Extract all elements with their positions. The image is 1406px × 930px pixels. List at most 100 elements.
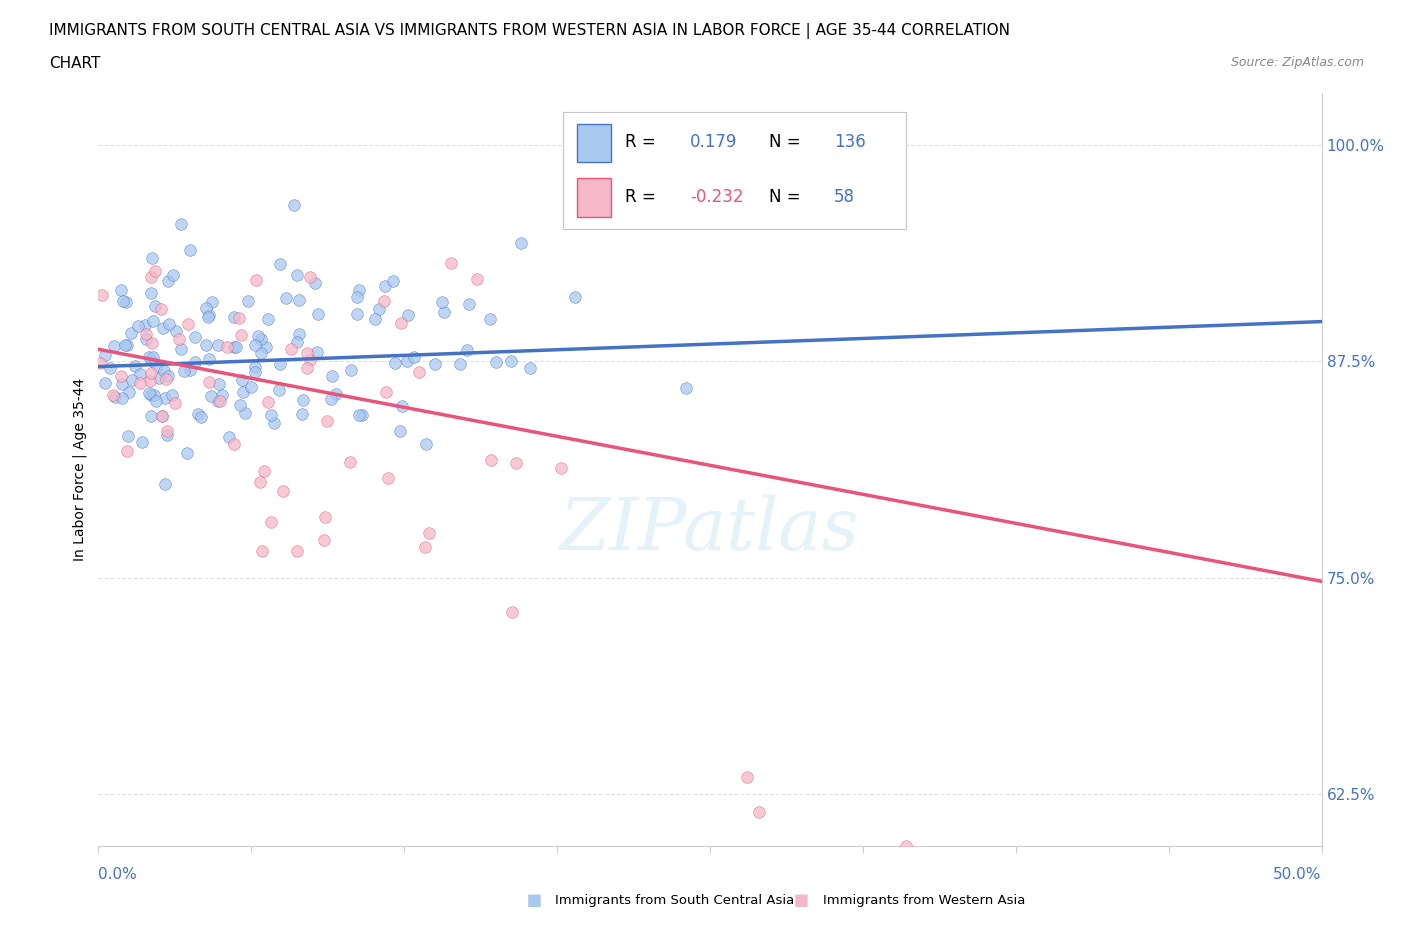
Point bbox=[413, 539, 436, 554]
Point bbox=[120, 326, 142, 340]
Point bbox=[304, 275, 326, 290]
Point bbox=[197, 310, 219, 325]
Point bbox=[389, 316, 412, 331]
Point bbox=[283, 197, 305, 212]
Point bbox=[177, 316, 200, 331]
Point bbox=[184, 354, 207, 369]
Point bbox=[388, 424, 411, 439]
Point bbox=[115, 294, 138, 309]
Point bbox=[215, 340, 238, 355]
Point bbox=[138, 385, 160, 400]
Point bbox=[170, 217, 193, 232]
Y-axis label: In Labor Force | Age 35-44: In Labor Force | Age 35-44 bbox=[73, 379, 87, 561]
Point bbox=[325, 387, 347, 402]
Point bbox=[224, 437, 246, 452]
Point bbox=[299, 352, 322, 367]
Text: CHART: CHART bbox=[49, 56, 101, 71]
Point bbox=[208, 377, 231, 392]
Point bbox=[339, 455, 361, 470]
Point bbox=[142, 350, 165, 365]
Point bbox=[748, 804, 770, 819]
Point bbox=[134, 317, 156, 332]
Text: 0.0%: 0.0% bbox=[98, 867, 138, 882]
Point bbox=[157, 273, 180, 288]
Point bbox=[139, 408, 162, 423]
Point bbox=[165, 395, 187, 410]
Point bbox=[364, 312, 387, 326]
Point bbox=[135, 331, 157, 346]
Point bbox=[484, 354, 506, 369]
Text: Immigrants from South Central Asia: Immigrants from South Central Asia bbox=[555, 894, 794, 907]
Point bbox=[340, 363, 363, 378]
Point bbox=[245, 338, 267, 352]
Point bbox=[207, 338, 229, 352]
Point bbox=[314, 533, 336, 548]
Point bbox=[141, 354, 163, 369]
Point bbox=[280, 341, 302, 356]
Point bbox=[207, 394, 229, 409]
Point bbox=[299, 270, 322, 285]
Point bbox=[285, 268, 308, 283]
Text: Immigrants from Western Asia: Immigrants from Western Asia bbox=[823, 894, 1025, 907]
Point bbox=[195, 300, 218, 315]
Point bbox=[456, 342, 478, 357]
Point bbox=[150, 408, 173, 423]
Point bbox=[233, 405, 256, 420]
Point bbox=[253, 463, 276, 478]
Point bbox=[117, 429, 139, 444]
Text: ▪: ▪ bbox=[793, 888, 810, 912]
Point bbox=[165, 324, 187, 339]
Point bbox=[269, 382, 291, 397]
Point bbox=[246, 328, 269, 343]
Point bbox=[141, 286, 163, 300]
Point bbox=[391, 399, 413, 414]
Point bbox=[260, 515, 283, 530]
Point bbox=[225, 339, 247, 354]
Point bbox=[148, 370, 170, 385]
Point bbox=[117, 444, 139, 458]
Text: ZIPatlas: ZIPatlas bbox=[560, 495, 860, 565]
Point bbox=[287, 334, 309, 349]
Point bbox=[295, 346, 318, 361]
Point bbox=[257, 394, 280, 409]
Point bbox=[141, 270, 163, 285]
Point bbox=[150, 301, 173, 316]
Point bbox=[252, 543, 274, 558]
Point bbox=[396, 308, 419, 323]
Point bbox=[111, 377, 134, 392]
Point bbox=[94, 375, 117, 390]
Point bbox=[143, 299, 166, 313]
Point bbox=[458, 297, 481, 312]
Point bbox=[141, 250, 163, 265]
Point bbox=[374, 279, 396, 294]
Point bbox=[433, 304, 456, 319]
Point bbox=[138, 350, 160, 365]
Point bbox=[346, 306, 368, 321]
Point bbox=[287, 326, 309, 341]
Point bbox=[153, 476, 176, 491]
Point bbox=[211, 388, 233, 403]
Point bbox=[250, 332, 273, 347]
Point bbox=[295, 361, 318, 376]
Point bbox=[139, 374, 162, 389]
Point bbox=[111, 294, 134, 309]
Point bbox=[114, 338, 136, 352]
Point bbox=[195, 338, 218, 352]
Point bbox=[179, 243, 201, 258]
Point bbox=[141, 365, 163, 380]
Point bbox=[131, 434, 153, 449]
Point bbox=[564, 290, 586, 305]
Point bbox=[90, 287, 112, 302]
Point bbox=[347, 283, 370, 298]
Text: Source: ZipAtlas.com: Source: ZipAtlas.com bbox=[1230, 56, 1364, 69]
Point bbox=[374, 385, 396, 400]
Text: IMMIGRANTS FROM SOUTH CENTRAL ASIA VS IMMIGRANTS FROM WESTERN ASIA IN LABOR FORC: IMMIGRANTS FROM SOUTH CENTRAL ASIA VS IM… bbox=[49, 23, 1010, 39]
Point bbox=[157, 316, 180, 331]
Point bbox=[307, 307, 329, 322]
Point bbox=[121, 373, 143, 388]
Point bbox=[197, 352, 219, 367]
Point bbox=[201, 295, 224, 310]
Point bbox=[170, 341, 193, 356]
Point bbox=[142, 313, 165, 328]
Point bbox=[377, 471, 399, 485]
